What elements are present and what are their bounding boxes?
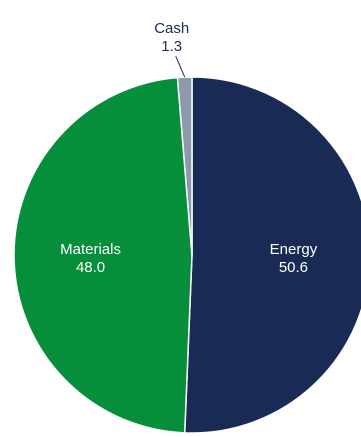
slice-label-energy: Energy	[270, 241, 318, 258]
pie-slice-energy	[183, 76, 361, 434]
leader-line-cash	[175, 55, 186, 78]
slice-value-energy: 50.6	[279, 259, 308, 276]
slice-value-materials: 48.0	[76, 259, 105, 276]
pie-slice-materials	[13, 76, 193, 434]
pie-slices	[13, 76, 361, 434]
slice-label-cash: Cash	[154, 20, 189, 37]
slice-value-cash: 1.3	[161, 38, 182, 55]
slice-label-materials: Materials	[60, 241, 121, 258]
